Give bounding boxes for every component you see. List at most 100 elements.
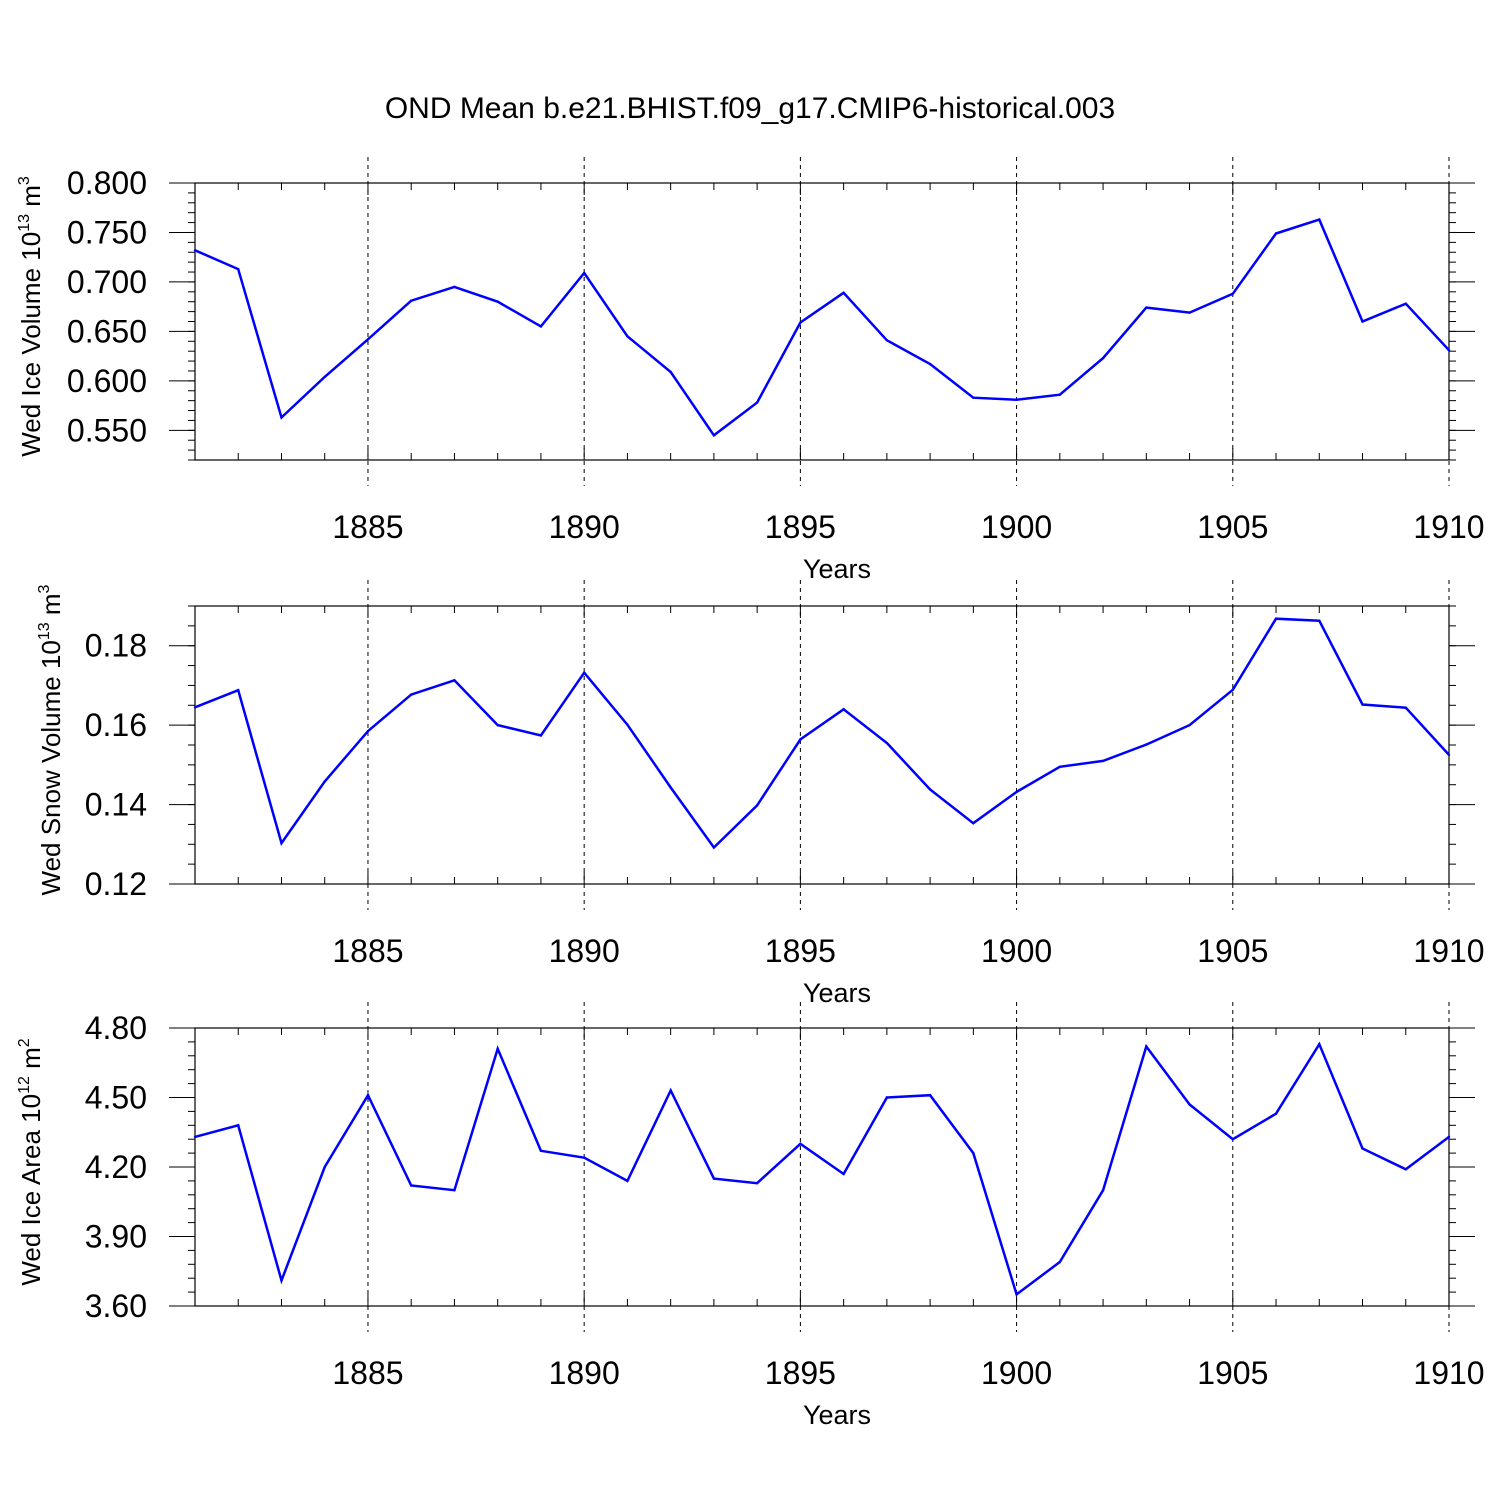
data-point <box>496 1047 499 1051</box>
data-point <box>539 1149 543 1152</box>
data-point <box>669 786 672 789</box>
data-point <box>366 729 370 733</box>
x-tick-label: 1900 <box>981 509 1052 545</box>
data-point <box>842 708 845 711</box>
y-axis-title-superscript: 2 <box>16 1038 33 1047</box>
data-point <box>496 300 499 303</box>
data-point <box>928 1093 932 1097</box>
y-axis-title-text: m <box>36 593 66 622</box>
data-point <box>1447 753 1451 757</box>
y-axis-title-text: Wed Snow Volume 10 <box>36 640 66 895</box>
data-point <box>1145 743 1148 746</box>
data-point <box>626 335 629 338</box>
data-point <box>193 706 197 709</box>
x-tick-label: 1895 <box>765 509 836 545</box>
data-point <box>1101 759 1105 763</box>
data-point <box>669 370 672 374</box>
y-axis-title-superscript: 13 <box>36 622 53 640</box>
y-axis-title-text: Wed Ice Area 10 <box>16 1094 46 1286</box>
x-axis-title: Years <box>803 1400 871 1430</box>
y-axis-title: Wed Ice Area 1012 m2 <box>16 1038 46 1285</box>
chart-panel-1: 1885 1890 1895 1900 1905 1910 0.550 0.600 0.650 0… <box>16 157 1485 584</box>
data-point <box>1188 311 1191 314</box>
data-point <box>755 401 759 404</box>
data-point <box>323 375 326 379</box>
data-point <box>1058 393 1062 396</box>
plot-frame <box>194 605 1450 885</box>
data-point <box>410 1184 413 1187</box>
data-point <box>1015 398 1018 401</box>
data-point <box>323 780 326 783</box>
data-point <box>539 325 543 328</box>
x-tick-label: 1900 <box>981 933 1052 969</box>
data-point <box>1188 723 1191 727</box>
figure-title: OND Mean b.e21.BHIST.f09_g17.CMIP6-histo… <box>385 92 1115 125</box>
data-point <box>1361 703 1364 706</box>
data-point <box>1404 706 1407 709</box>
y-tick-label: 0.12 <box>85 866 147 902</box>
data-point <box>712 434 716 437</box>
x-tick-label: 1890 <box>549 1355 620 1391</box>
data-point <box>1145 306 1148 309</box>
data-point <box>1231 292 1234 295</box>
data-point <box>799 738 802 741</box>
series-line <box>194 617 1450 850</box>
y-axis-title-superscript: 3 <box>16 176 33 185</box>
y-tick-label: 0.16 <box>85 707 147 743</box>
data-point <box>972 396 975 399</box>
data-point <box>366 1093 370 1097</box>
data-point <box>453 285 456 289</box>
x-tick-label: 1900 <box>981 1355 1052 1391</box>
data-point <box>539 734 543 737</box>
data-point <box>972 822 975 825</box>
data-point <box>1318 218 1321 221</box>
data-point <box>366 338 370 341</box>
x-tick-label: 1905 <box>1197 933 1268 969</box>
data-point <box>1101 1188 1105 1192</box>
y-tick-label: 0.750 <box>67 214 147 250</box>
y-axis-title: Wed Snow Volume 1013 m3 <box>36 584 66 895</box>
y-axis-title-superscript: 12 <box>16 1076 33 1094</box>
data-point <box>1447 1135 1451 1139</box>
y-tick-label: 4.50 <box>85 1080 147 1116</box>
data-point <box>1231 688 1234 691</box>
data-point <box>1058 1260 1062 1264</box>
y-tick-label: 0.18 <box>85 628 147 664</box>
data-point <box>928 362 932 366</box>
plot-frame <box>194 1027 1450 1307</box>
y-tick-label: 3.60 <box>85 1288 147 1324</box>
data-point <box>842 291 845 295</box>
x-tick-label: 1895 <box>765 1355 836 1391</box>
chart-panel-2: 1885 1890 1895 1900 1905 1910 0.12 0.14 0.16 0.18… <box>36 580 1485 1008</box>
x-tick-label: 1885 <box>332 933 403 969</box>
y-axis-title-text: Wed Ice Volume 10 <box>16 232 46 457</box>
data-point <box>928 788 932 791</box>
y-tick-label: 0.800 <box>67 165 147 201</box>
data-point <box>1274 1112 1278 1115</box>
x-tick-label: 1905 <box>1197 1355 1268 1391</box>
data-point <box>755 1182 759 1185</box>
data-point <box>885 741 889 745</box>
chart-panel-3: 1885 1890 1895 1900 1905 1910 3.60 3.90 4.20 4.50… <box>16 1002 1485 1430</box>
data-point <box>193 1135 197 1139</box>
y-tick-label: 4.20 <box>85 1149 147 1185</box>
x-axis-title: Years <box>803 554 871 584</box>
data-point <box>972 1151 975 1155</box>
data-point <box>626 723 629 726</box>
data-point <box>712 846 716 849</box>
y-axis-title-text: m <box>16 185 46 214</box>
data-point <box>885 1096 889 1099</box>
data-point <box>410 693 413 696</box>
y-tick-label: 0.600 <box>67 363 147 399</box>
y-tick-label: 0.650 <box>67 313 147 349</box>
data-point <box>1145 1045 1148 1048</box>
data-point <box>496 723 499 727</box>
data-point <box>582 1156 586 1159</box>
x-tick-label: 1910 <box>1413 1355 1484 1391</box>
data-point <box>323 1165 326 1169</box>
data-point <box>1015 1293 1018 1296</box>
x-tick-label: 1890 <box>549 933 620 969</box>
data-point <box>1058 765 1062 769</box>
y-axis-title-superscript: 3 <box>36 584 53 593</box>
data-point <box>1361 1147 1364 1150</box>
